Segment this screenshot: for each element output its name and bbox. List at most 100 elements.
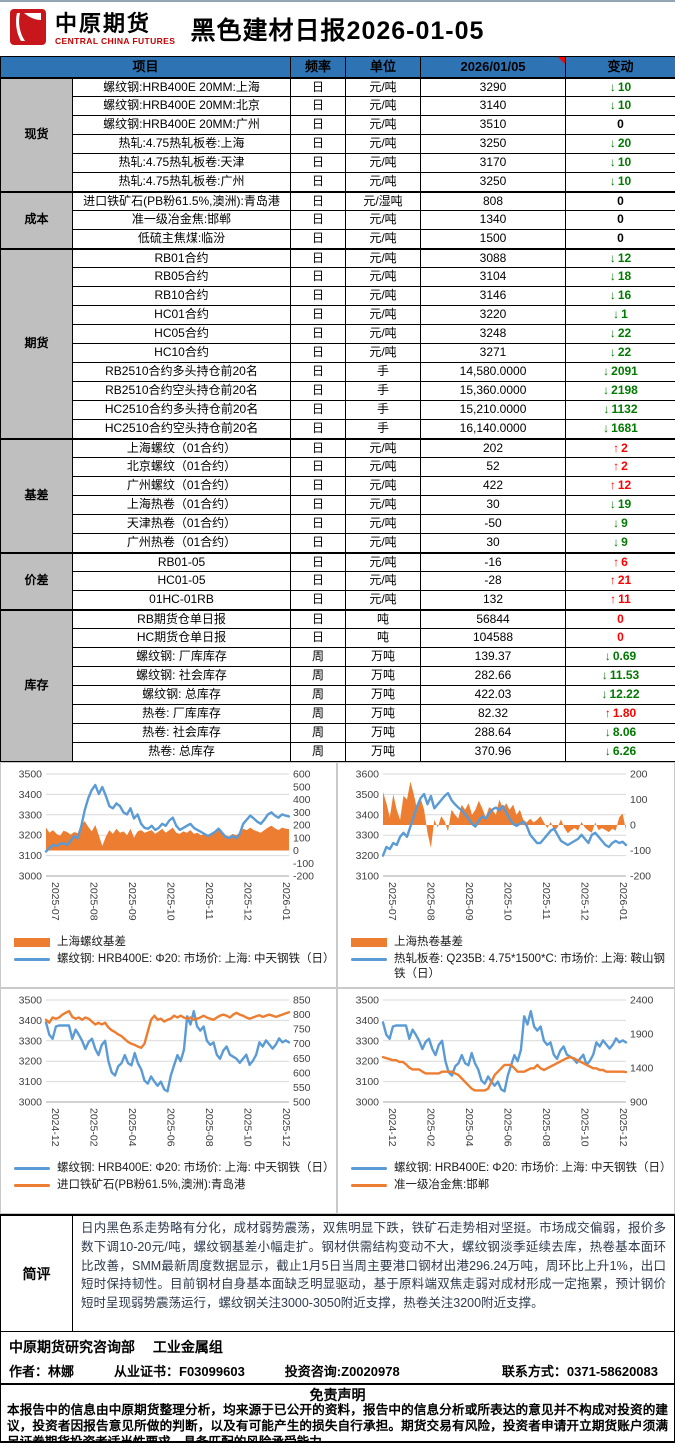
down-arrow-icon: ↓ [604,744,611,759]
val-cell: 3170 [420,153,567,173]
svg-text:2024-12: 2024-12 [49,1108,61,1147]
unit-cell: 元/吨 [345,551,422,572]
svg-text:3300: 3300 [19,1035,43,1047]
table-header: 项目 频率 单位 2026/01/05 变动 [0,56,675,78]
chart-rebar-vs-coke: 3000 3100 3200 3300 3400 3500 900 1400 1900 2400 2… [337,988,675,1214]
table-row: 准一级冶金焦:邯郸日元/吨 1340 0 [1,210,675,230]
val-cell: 3250 [420,134,567,154]
chart-rebar-vs-iron-ore: 3000 3100 3200 3300 3400 3500 500 550 600 650 700 7… [0,988,337,1214]
up-arrow-icon: ↑ [613,440,620,455]
change-cell: 0 [565,628,675,648]
item-cell: HC2510合约多头持仓前20名 [71,400,292,420]
unit-cell: 元/吨 [345,172,422,192]
svg-text:2025-10: 2025-10 [165,882,177,921]
val-cell: 3510 [420,115,567,135]
item-cell: HC05合约 [71,324,292,344]
down-arrow-icon: ↓ [613,307,620,322]
item-cell: HC10合约 [71,343,292,363]
item-cell: 北京螺纹（01合约） [71,457,292,477]
table-row: 成本 进口铁矿石(PB粉61.5%,澳洲):青岛港日元/湿吨 808 0 [0,190,675,249]
freq-cell: 日 [290,134,347,154]
item-cell: RB01-05 [71,551,292,572]
svg-text:600: 600 [293,1067,311,1079]
svg-text:3400: 3400 [19,1015,43,1027]
legend-label: 进口铁矿石(PB粉61.5%,澳洲):青岛港 [57,1178,246,1191]
change-cell: ↓ 9 [565,533,675,553]
legend-item: 螺纹钢: HRB400E: Φ20: 市场价: 上海: 中天钢铁（日） [14,1161,335,1176]
down-arrow-icon: ↓ [609,288,616,303]
change-cell: ↓ 22 [565,324,675,344]
item-cell: 螺纹钢: 社会库存 [71,666,292,686]
svg-text:2025-06: 2025-06 [165,1108,177,1147]
freq-cell: 日 [290,590,347,610]
svg-text:2025-08: 2025-08 [425,882,437,921]
table-row: 北京螺纹（01合约）日元/吨 52 ↑ 2 [1,457,675,477]
table-row: RB2510合约空头持仓前20名日手 15,360.0000 ↓ 2198 [1,381,675,401]
section-label: 期货 [0,247,73,439]
change-cell: ↑ 2 [565,457,675,477]
change-cell: ↓ 10 [565,96,675,116]
table-row: HC05合约日元/吨 3248 ↓ 22 [1,324,675,344]
item-cell: 上海螺纹（01合约） [71,437,292,458]
val-cell: 132 [420,590,567,610]
down-arrow-icon: ↓ [609,136,616,151]
val-cell: 52 [420,457,567,477]
section-label: 价差 [0,551,73,610]
legend-label: 螺纹钢: HRB400E: Φ20: 市场价: 上海: 中天钢铁（日） [57,952,335,965]
svg-text:2025-10: 2025-10 [502,882,514,921]
table-row: 天津热卷（01合约）日元/吨 -50 ↓ 9 [1,514,675,534]
freq-cell: 日 [290,362,347,382]
unit-cell: 元/吨 [345,115,422,135]
svg-text:200: 200 [630,769,648,781]
change-cell: ↓ 12.22 [565,685,675,705]
table-row: HC2510合约多头持仓前20名日手 15,210.0000 ↓ 1132 [1,400,675,420]
column-header: 项目 [0,56,292,78]
down-arrow-icon: ↓ [609,155,616,170]
change-cell: ↓ 12 [565,247,675,268]
change-cell: ↑ 6 [565,551,675,572]
legend-line-swatch-icon [351,957,387,961]
table-row: 螺纹钢:HRB400E 20MM:北京日元/吨 3140 ↓ 10 [1,96,675,116]
legend-label: 螺纹钢: HRB400E: Φ20: 市场价: 上海: 中天钢铁（日） [57,1162,335,1174]
table-row: 热轧:4.75热轧板卷:广州日元/吨 3250 ↓ 10 [1,172,675,192]
unit-cell: 手 [345,400,422,420]
item-cell: HC01合约 [71,305,292,325]
column-header: 2026/01/05 [420,56,567,78]
item-cell: 螺纹钢: 总库存 [71,685,292,705]
unit-cell: 万吨 [345,666,422,686]
item-cell: 天津热卷（01合约） [71,514,292,534]
up-arrow-icon: ↑ [613,459,620,474]
val-cell: 422.03 [420,685,567,705]
svg-text:900: 900 [630,1097,648,1109]
freq-cell: 日 [290,324,347,344]
table-row: 螺纹钢: 社会库存周万吨 282.66 ↓ 11.53 [1,666,675,686]
item-cell: 广州螺纹（01合约） [71,476,292,496]
svg-text:2025-06: 2025-06 [502,1108,514,1147]
svg-text:2025-10: 2025-10 [579,1108,591,1147]
freq-cell: 日 [290,96,347,116]
table-row: 热卷: 社会库存周万吨 288.64 ↓ 8.06 [1,723,675,743]
table-row: 螺纹钢:HRB400E 20MM:广州日元/吨 3510 0 [1,115,675,135]
item-cell: RB01合约 [71,247,292,268]
area-series [383,781,626,848]
svg-text:3100: 3100 [356,1076,380,1088]
val-cell: 3220 [420,305,567,325]
change-cell: ↑ 21 [565,571,675,591]
change-cell: ↓ 0.69 [565,647,675,667]
svg-text:100: 100 [630,794,648,806]
table-row: 现货 螺纹钢:HRB400E 20MM:上海日元/吨 3290 ↓ 10 [0,76,675,192]
item-cell: 螺纹钢:HRB400E 20MM:上海 [71,76,292,97]
freq-cell: 周 [290,704,347,724]
chart-shanghai-rebar-basis: 3000 3100 3200 3300 3400 3500 -200 -100 0 100 200 3… [0,762,337,988]
change-cell: 0 [565,190,675,211]
down-arrow-icon: ↓ [603,383,610,398]
change-cell: ↑ 1.80 [565,704,675,724]
up-arrow-icon: ↑ [609,573,616,588]
svg-text:3400: 3400 [356,1015,380,1027]
unit-cell: 手 [345,419,422,439]
val-cell: -28 [420,571,567,591]
legend-item: 螺纹钢: HRB400E: Φ20: 市场价: 上海: 中天钢铁（日） [14,952,335,967]
svg-text:1900: 1900 [630,1029,654,1041]
unit-cell: 元/吨 [345,495,422,515]
